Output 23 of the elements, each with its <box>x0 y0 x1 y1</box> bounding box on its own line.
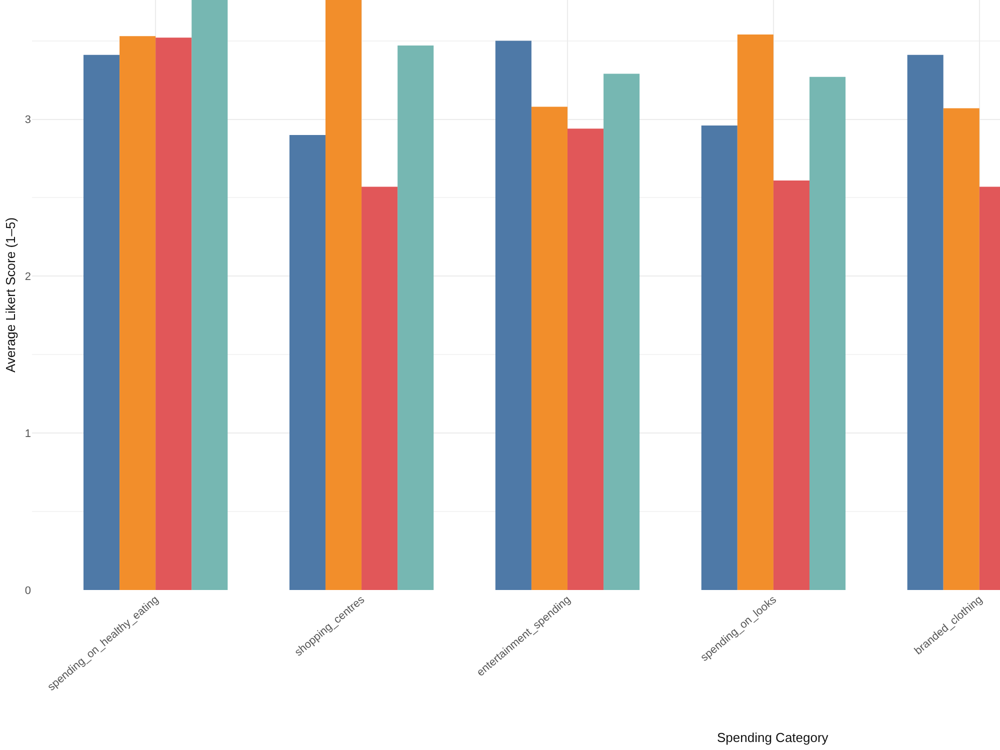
bar <box>604 74 640 590</box>
x-axis-title: Spending Category <box>717 730 829 745</box>
y-tick-label: 1 <box>24 428 31 440</box>
bar <box>289 134 326 590</box>
bar <box>398 46 434 590</box>
bar <box>495 40 532 590</box>
bar <box>156 38 192 590</box>
bar <box>907 54 944 590</box>
bar <box>567 128 604 590</box>
bar <box>325 0 362 590</box>
bar <box>120 36 156 590</box>
y-tick-label: 3 <box>24 114 31 126</box>
bar <box>362 186 398 590</box>
bar <box>809 76 846 590</box>
bar <box>773 180 810 590</box>
bar <box>531 106 568 590</box>
bar <box>701 126 738 590</box>
y-axis-title: Average Likert Score (1–5) <box>2 217 18 373</box>
bar <box>83 54 120 590</box>
bar <box>192 0 228 590</box>
y-tick-label: 0 <box>24 584 31 597</box>
bar <box>737 34 774 590</box>
y-tick-label: 2 <box>24 271 31 284</box>
